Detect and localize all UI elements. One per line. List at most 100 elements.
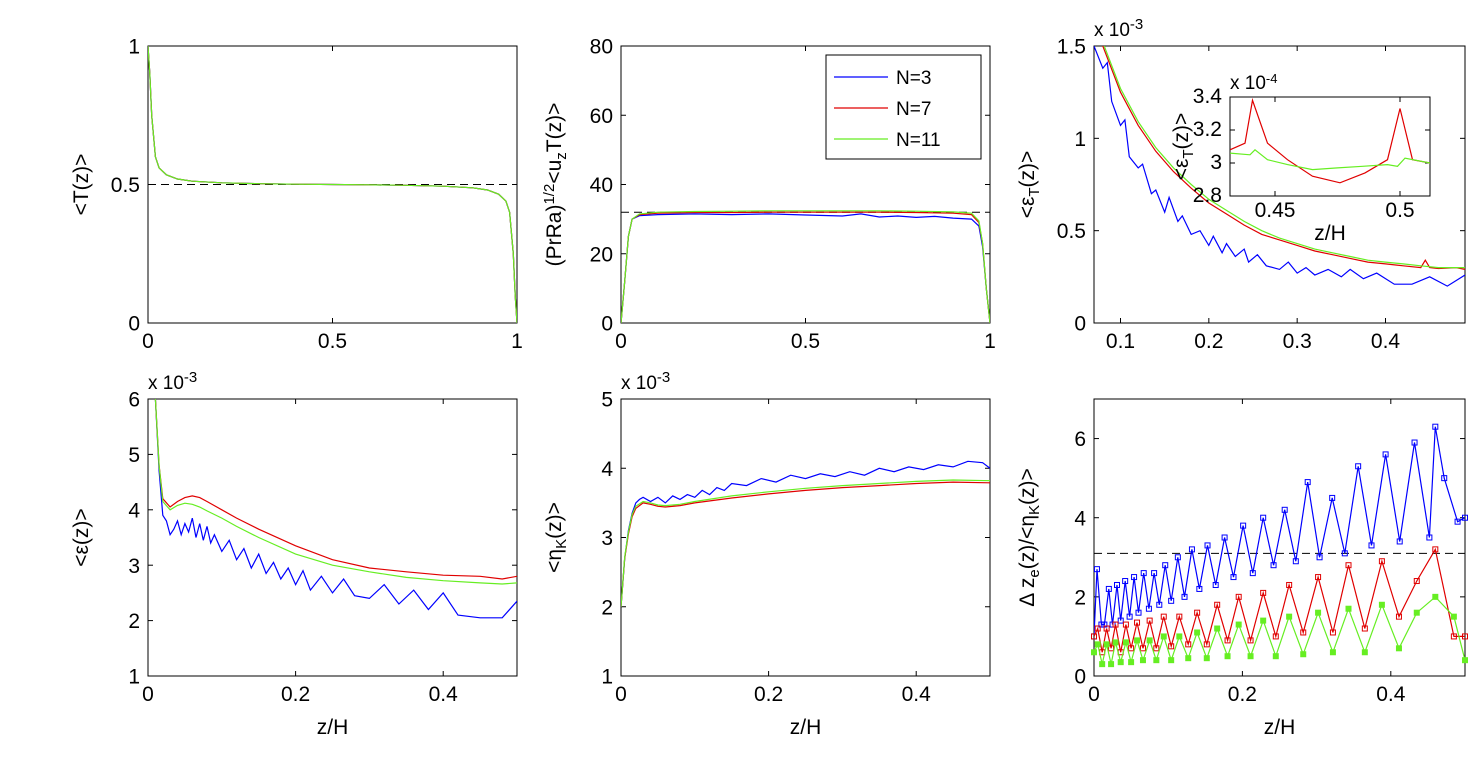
- flux-ytick-label: 20: [590, 243, 613, 266]
- ratio-marker-N3: [1304, 479, 1311, 486]
- ratio-xtick-label: 0: [1088, 683, 1100, 706]
- ratio-marker-N7: [1160, 613, 1167, 620]
- ratio-marker-N11: [1112, 639, 1119, 646]
- ratio-marker-N3: [1426, 534, 1433, 541]
- ratio-marker-N7: [1462, 633, 1468, 640]
- T-ytick-label: 0.5: [111, 174, 140, 197]
- ratio-marker-N3: [1230, 574, 1237, 581]
- epsT_inset-ytick-label: 3.2: [1193, 118, 1222, 141]
- ratio-marker-N7: [1194, 609, 1201, 616]
- ratio-series-N7: [1094, 547, 1465, 653]
- epsT-exponent-label: x 10-3: [1094, 16, 1143, 41]
- epsT-ytick-label: 1.5: [1057, 36, 1086, 59]
- epsT-xtick-label: 0.1: [1106, 330, 1135, 353]
- T-series-N11: [148, 46, 517, 323]
- ratio-marker-N3: [1221, 534, 1228, 541]
- epsT-series-N11: [1103, 46, 1465, 269]
- ratio-marker-N11: [1345, 605, 1352, 612]
- T-ylabel: <T(z)>: [70, 154, 93, 216]
- ratio-marker-N11: [1272, 653, 1279, 660]
- ratio-marker-N3: [1212, 581, 1219, 588]
- ratio-marker-N7: [1300, 629, 1307, 636]
- ratio-marker-N7: [1185, 641, 1192, 648]
- ratio-marker-N3: [1204, 542, 1211, 549]
- ratio-marker-N11: [1176, 633, 1183, 640]
- epsT_inset-xlabel: z/H: [1314, 222, 1346, 245]
- ratio-marker-N11: [1432, 593, 1439, 600]
- ratio-xlabel: z/H: [1264, 716, 1296, 739]
- ratio-marker-N3: [1122, 578, 1129, 585]
- ratio-marker-N3: [1151, 570, 1158, 577]
- epsT-ytick-label: 0.5: [1057, 220, 1086, 243]
- ratio-marker-N11: [1122, 639, 1129, 646]
- ratio-marker-N7: [1103, 625, 1110, 632]
- ratio-marker-N11: [1378, 601, 1385, 608]
- legend-label-N3: N=3: [896, 68, 931, 89]
- epsT_inset-xtick-label: 0.5: [1385, 199, 1414, 222]
- ratio-marker-N3: [1105, 585, 1112, 592]
- epsT-series-N3: [1094, 46, 1465, 287]
- ratio-marker-N7: [1413, 578, 1420, 585]
- eps-xtick-label: 0.2: [281, 683, 310, 706]
- etaK-series-N11: [621, 479, 990, 607]
- ratio-marker-N11: [1160, 633, 1167, 640]
- etaK-ytick-label: 4: [601, 458, 613, 481]
- ratio-marker-N11: [1224, 653, 1231, 660]
- ratio-marker-N11: [1395, 645, 1402, 652]
- ratio-marker-N11: [1117, 659, 1124, 666]
- ratio-marker-N11: [1413, 609, 1420, 616]
- ratio-marker-N3: [1329, 494, 1336, 501]
- ratio-marker-N3: [1145, 605, 1152, 612]
- eps-ytick-label: 6: [128, 389, 140, 412]
- legend-label-N11: N=11: [896, 130, 941, 151]
- etaK-xlabel: z/H: [790, 716, 822, 739]
- ratio-xtick-label: 0.2: [1228, 683, 1257, 706]
- epsT-ytick-label: 1: [1074, 128, 1086, 151]
- eps-series-N3: [154, 399, 517, 619]
- flux-xtick-label: 0: [615, 330, 627, 353]
- ratio-marker-N3: [1181, 593, 1188, 600]
- ratio-marker-N3: [1156, 601, 1163, 608]
- epsT_inset-series-N11: [1230, 148, 1430, 171]
- flux-series-N11: [621, 210, 990, 323]
- ratio-marker-N3: [1368, 542, 1375, 549]
- ratio-marker-N3: [1281, 506, 1288, 513]
- ratio-marker-N7: [1329, 629, 1336, 636]
- eps-ytick-label: 3: [128, 555, 140, 578]
- epsT_inset-ytick-label: 3: [1210, 151, 1222, 174]
- epsT-xtick-label: 0.3: [1283, 330, 1312, 353]
- ratio-marker-N3: [1355, 463, 1362, 470]
- ratio-marker-N3: [1140, 570, 1147, 577]
- ratio-marker-N11: [1315, 609, 1322, 616]
- flux-xtick-label: 1: [984, 330, 996, 353]
- legend-box: [825, 54, 982, 160]
- ratio-marker-N11: [1168, 657, 1175, 664]
- ratio-marker-N7: [1395, 613, 1402, 620]
- ratio-marker-N7: [1168, 643, 1175, 650]
- ratio-marker-N3: [1135, 609, 1142, 616]
- ratio-marker-N11: [1235, 621, 1242, 628]
- epsT-xtick-label: 0.4: [1371, 330, 1401, 353]
- ratio-marker-N3: [1249, 570, 1256, 577]
- ratio-marker-N7: [1128, 645, 1135, 652]
- epsT_inset-ylabel: <εT​(z)>: [1170, 113, 1197, 181]
- ratio-marker-N3: [1174, 554, 1181, 561]
- ratio-ytick-label: 4: [1074, 507, 1086, 530]
- ratio-marker-N11: [1153, 657, 1160, 664]
- ratio-series-N3: [1094, 426, 1465, 637]
- epsT_inset-ytick-label: 2.8: [1193, 184, 1222, 207]
- ratio-marker-N3: [1196, 585, 1203, 592]
- ratio-marker-N11: [1103, 641, 1110, 648]
- ratio-marker-N3: [1411, 439, 1418, 446]
- eps-xlabel: z/H: [317, 716, 349, 739]
- eps-series-N11: [154, 399, 517, 585]
- ratio-ytick-label: 0: [1074, 666, 1086, 689]
- eps-ylabel: <ε(z)>: [70, 508, 93, 566]
- ratio-marker-N7: [1203, 641, 1210, 648]
- ratio-marker-N3: [1114, 581, 1121, 588]
- ratio-marker-N7: [1122, 621, 1129, 628]
- etaK-xtick-label: 0: [615, 683, 627, 706]
- epsT-ylabel: <εT​(z)>: [1016, 151, 1043, 219]
- ratio-marker-N11: [1286, 613, 1293, 620]
